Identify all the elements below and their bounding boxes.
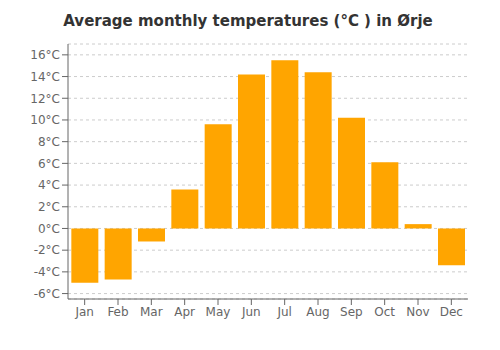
svg-text:-6°C: -6°C (34, 287, 60, 301)
svg-text:Aug: Aug (306, 305, 329, 319)
svg-text:0°C: 0°C (38, 222, 60, 236)
svg-text:10°C: 10°C (30, 113, 60, 127)
svg-text:16°C: 16°C (30, 48, 60, 62)
svg-text:Sep: Sep (340, 305, 363, 319)
svg-text:Nov: Nov (406, 305, 429, 319)
svg-text:4°C: 4°C (38, 178, 60, 192)
svg-text:Dec: Dec (440, 305, 463, 319)
svg-text:Apr: Apr (174, 305, 195, 319)
svg-text:May: May (206, 305, 231, 319)
svg-text:Jul: Jul (276, 305, 291, 319)
svg-text:Jun: Jun (241, 305, 261, 319)
svg-text:Jan: Jan (74, 305, 94, 319)
svg-text:8°C: 8°C (38, 135, 60, 149)
svg-text:Oct: Oct (374, 305, 395, 319)
svg-text:14°C: 14°C (30, 70, 60, 84)
svg-text:Feb: Feb (107, 305, 128, 319)
svg-text:-2°C: -2°C (34, 243, 60, 257)
svg-text:-4°C: -4°C (34, 265, 60, 279)
svg-text:6°C: 6°C (38, 157, 60, 171)
svg-text:Mar: Mar (140, 305, 163, 319)
svg-text:12°C: 12°C (30, 92, 60, 106)
html-text:Average monthly temperatures (: Average monthly temperatures (°C ) in Ør… (63, 12, 433, 30)
svg-text:2°C: 2°C (38, 200, 60, 214)
